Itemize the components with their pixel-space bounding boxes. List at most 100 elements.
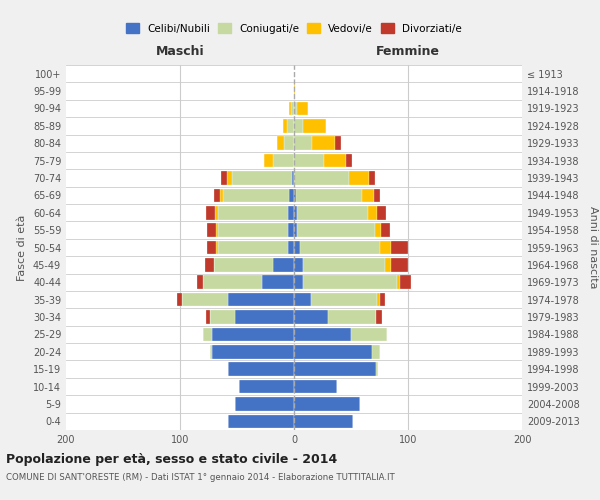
- Bar: [311, 293, 377, 306]
- Bar: [176, 293, 182, 306]
- Bar: [203, 328, 212, 341]
- Bar: [380, 224, 390, 237]
- Bar: [182, 293, 228, 306]
- Bar: [328, 310, 376, 324]
- Text: Maschi: Maschi: [155, 44, 205, 58]
- Bar: [218, 240, 289, 254]
- Bar: [303, 119, 326, 132]
- Bar: [294, 136, 312, 150]
- Bar: [289, 188, 294, 202]
- Bar: [209, 310, 235, 324]
- Bar: [300, 240, 380, 254]
- Bar: [290, 102, 294, 115]
- Bar: [262, 276, 294, 289]
- Bar: [312, 136, 335, 150]
- Bar: [349, 171, 369, 185]
- Bar: [397, 276, 400, 289]
- Bar: [289, 206, 294, 220]
- Bar: [346, 154, 352, 168]
- Bar: [294, 310, 328, 324]
- Bar: [217, 240, 218, 254]
- Bar: [380, 240, 391, 254]
- Legend: Celibi/Nubili, Coniugati/e, Vedovi/e, Divorziati/e: Celibi/Nubili, Coniugati/e, Vedovi/e, Di…: [122, 19, 466, 38]
- Bar: [235, 397, 294, 410]
- Bar: [368, 206, 377, 220]
- Bar: [274, 154, 294, 168]
- Bar: [212, 345, 294, 358]
- Bar: [239, 380, 294, 394]
- Bar: [294, 171, 349, 185]
- Bar: [205, 258, 214, 272]
- Bar: [294, 119, 303, 132]
- Bar: [274, 258, 294, 272]
- Bar: [369, 171, 375, 185]
- Bar: [294, 276, 303, 289]
- Y-axis label: Fasce di età: Fasce di età: [17, 214, 27, 280]
- Bar: [377, 293, 380, 306]
- Bar: [376, 362, 379, 376]
- Bar: [289, 224, 294, 237]
- Bar: [212, 328, 294, 341]
- Bar: [227, 171, 232, 185]
- Bar: [385, 258, 391, 272]
- Bar: [294, 206, 298, 220]
- Bar: [294, 224, 298, 237]
- Bar: [265, 154, 274, 168]
- Bar: [298, 224, 375, 237]
- Bar: [294, 293, 311, 306]
- Bar: [208, 224, 217, 237]
- Bar: [215, 206, 218, 220]
- Bar: [228, 362, 294, 376]
- Bar: [289, 240, 294, 254]
- Bar: [294, 380, 337, 394]
- Bar: [235, 310, 294, 324]
- Bar: [323, 154, 346, 168]
- Bar: [197, 276, 203, 289]
- Bar: [294, 240, 300, 254]
- Bar: [375, 224, 380, 237]
- Bar: [298, 102, 308, 115]
- Bar: [292, 171, 294, 185]
- Bar: [351, 328, 388, 341]
- Bar: [298, 206, 368, 220]
- Bar: [400, 276, 412, 289]
- Bar: [391, 240, 408, 254]
- Bar: [294, 258, 303, 272]
- Bar: [206, 206, 215, 220]
- Bar: [296, 188, 362, 202]
- Bar: [221, 171, 227, 185]
- Bar: [294, 188, 296, 202]
- Bar: [218, 206, 289, 220]
- Bar: [294, 397, 360, 410]
- Bar: [232, 171, 292, 185]
- Bar: [287, 119, 294, 132]
- Bar: [294, 345, 371, 358]
- Text: COMUNE DI SANT'ORESTE (RM) - Dati ISTAT 1° gennaio 2014 - Elaborazione TUTTITALI: COMUNE DI SANT'ORESTE (RM) - Dati ISTAT …: [6, 472, 395, 482]
- Bar: [206, 310, 209, 324]
- Text: Femmine: Femmine: [376, 44, 440, 58]
- Bar: [228, 414, 294, 428]
- Bar: [220, 188, 223, 202]
- Bar: [283, 119, 287, 132]
- Bar: [303, 276, 397, 289]
- Bar: [209, 345, 212, 358]
- Bar: [380, 293, 385, 306]
- Bar: [214, 258, 274, 272]
- Bar: [377, 206, 386, 220]
- Bar: [294, 84, 295, 98]
- Bar: [218, 224, 289, 237]
- Bar: [294, 328, 351, 341]
- Bar: [294, 154, 323, 168]
- Bar: [376, 310, 382, 324]
- Bar: [289, 102, 290, 115]
- Y-axis label: Anni di nascita: Anni di nascita: [588, 206, 598, 289]
- Bar: [203, 276, 262, 289]
- Bar: [294, 362, 376, 376]
- Bar: [303, 258, 385, 272]
- Bar: [294, 102, 298, 115]
- Bar: [277, 136, 284, 150]
- Bar: [214, 188, 220, 202]
- Bar: [217, 224, 218, 237]
- Text: Popolazione per età, sesso e stato civile - 2014: Popolazione per età, sesso e stato civil…: [6, 452, 337, 466]
- Bar: [284, 136, 294, 150]
